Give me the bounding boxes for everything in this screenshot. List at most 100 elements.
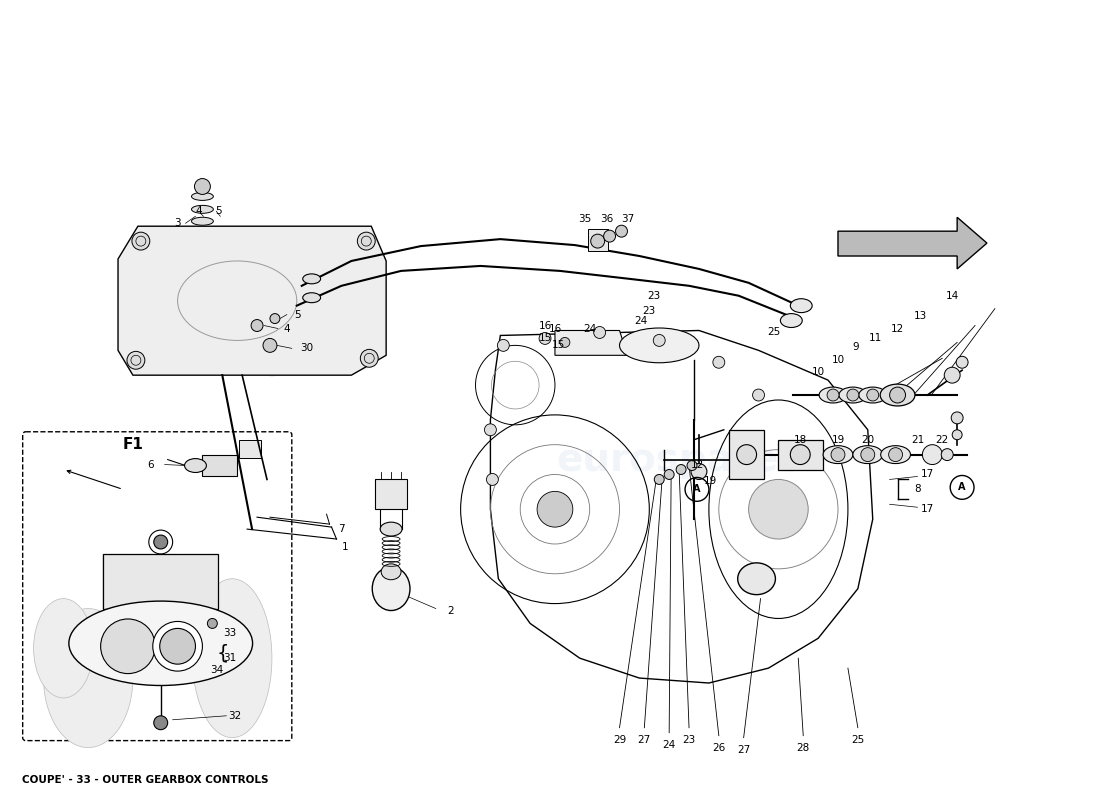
Text: 34: 34 <box>210 665 223 675</box>
Ellipse shape <box>852 446 882 463</box>
Circle shape <box>861 448 875 462</box>
Text: 29: 29 <box>613 734 626 745</box>
Text: 12: 12 <box>891 323 904 334</box>
Circle shape <box>560 338 570 347</box>
Circle shape <box>952 412 964 424</box>
Ellipse shape <box>185 458 207 473</box>
Text: {: { <box>216 644 229 662</box>
Circle shape <box>537 491 573 527</box>
Circle shape <box>691 463 707 479</box>
Text: 35: 35 <box>579 214 592 224</box>
Circle shape <box>195 178 210 194</box>
Text: 33: 33 <box>223 628 236 638</box>
Polygon shape <box>118 226 386 375</box>
Circle shape <box>830 448 845 462</box>
Circle shape <box>737 445 757 465</box>
Text: 17: 17 <box>921 470 934 479</box>
Text: 3: 3 <box>174 218 180 228</box>
Text: 15: 15 <box>538 334 552 343</box>
Text: 6: 6 <box>147 459 154 470</box>
Text: F1: F1 <box>122 437 143 452</box>
Text: 8: 8 <box>914 484 921 494</box>
Text: 7: 7 <box>338 524 344 534</box>
Ellipse shape <box>881 446 911 463</box>
Ellipse shape <box>153 622 202 671</box>
Ellipse shape <box>100 619 155 674</box>
Text: 13: 13 <box>914 310 927 321</box>
Text: 16: 16 <box>538 321 552 330</box>
Text: 10: 10 <box>812 367 825 377</box>
Circle shape <box>604 230 616 242</box>
Ellipse shape <box>839 387 867 403</box>
Circle shape <box>867 389 879 401</box>
Circle shape <box>263 338 277 352</box>
Circle shape <box>653 334 666 346</box>
Text: 23: 23 <box>642 306 656 316</box>
Ellipse shape <box>738 563 775 594</box>
Text: 24: 24 <box>662 739 675 750</box>
Ellipse shape <box>191 193 213 200</box>
Text: 25: 25 <box>851 734 865 745</box>
Ellipse shape <box>619 328 698 362</box>
Ellipse shape <box>382 564 402 580</box>
Circle shape <box>749 479 808 539</box>
Ellipse shape <box>880 384 915 406</box>
Circle shape <box>497 339 509 351</box>
Ellipse shape <box>302 293 320 302</box>
Text: 19: 19 <box>704 477 717 486</box>
Text: 18: 18 <box>793 434 807 445</box>
Circle shape <box>752 389 764 401</box>
Text: 24: 24 <box>635 315 648 326</box>
Circle shape <box>591 234 605 248</box>
Bar <box>728 430 763 479</box>
Bar <box>103 554 218 609</box>
Circle shape <box>944 367 960 383</box>
Text: 23: 23 <box>648 290 661 301</box>
FancyBboxPatch shape <box>23 432 292 741</box>
Circle shape <box>539 333 551 344</box>
Circle shape <box>132 232 150 250</box>
Text: 17: 17 <box>921 504 934 514</box>
Ellipse shape <box>790 298 812 313</box>
Text: 25: 25 <box>767 327 780 338</box>
Text: 24: 24 <box>583 323 596 334</box>
Text: 5: 5 <box>295 310 301 319</box>
Text: 28: 28 <box>796 742 810 753</box>
Bar <box>779 440 823 470</box>
Text: A: A <box>958 482 966 492</box>
Circle shape <box>126 351 145 370</box>
Ellipse shape <box>192 578 272 738</box>
Circle shape <box>889 448 902 462</box>
Circle shape <box>486 474 498 486</box>
Text: 4: 4 <box>284 323 290 334</box>
Circle shape <box>154 535 167 549</box>
Circle shape <box>890 387 905 403</box>
Ellipse shape <box>44 609 133 747</box>
Text: 16: 16 <box>548 323 562 334</box>
Circle shape <box>953 430 962 440</box>
Text: 27: 27 <box>638 734 651 745</box>
Ellipse shape <box>191 218 213 226</box>
Polygon shape <box>838 218 987 269</box>
Circle shape <box>361 350 378 367</box>
Text: eurospares: eurospares <box>557 441 802 478</box>
Circle shape <box>664 470 674 479</box>
Ellipse shape <box>34 598 94 698</box>
Ellipse shape <box>823 446 852 463</box>
Text: 19: 19 <box>832 434 845 445</box>
Text: 5: 5 <box>214 206 221 216</box>
Ellipse shape <box>191 206 213 214</box>
Bar <box>239 440 261 458</box>
Ellipse shape <box>372 567 410 610</box>
Text: 11: 11 <box>869 334 882 343</box>
Circle shape <box>956 356 968 368</box>
Text: 2: 2 <box>448 606 454 615</box>
Ellipse shape <box>820 387 847 403</box>
Text: 9: 9 <box>852 342 859 352</box>
Bar <box>587 229 607 251</box>
Circle shape <box>654 474 664 485</box>
Circle shape <box>942 449 954 461</box>
Text: 10: 10 <box>832 355 845 366</box>
Circle shape <box>923 445 943 465</box>
Text: A: A <box>693 484 701 494</box>
